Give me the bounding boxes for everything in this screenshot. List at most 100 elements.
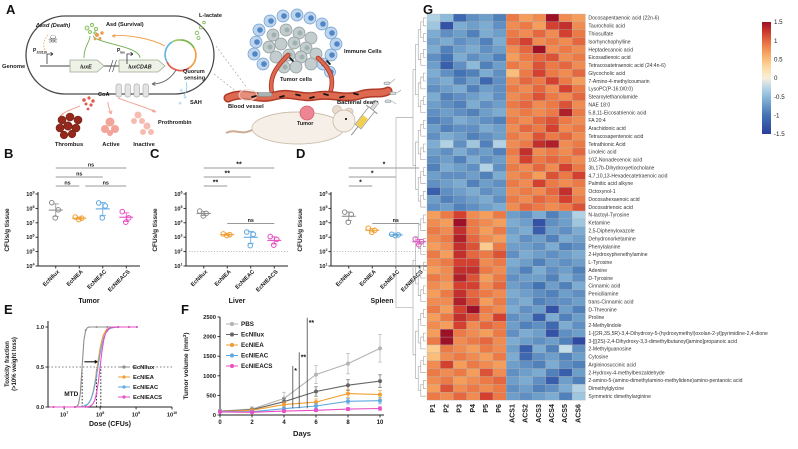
heatmap-cell [479, 281, 494, 290]
heatmap-cell [440, 37, 454, 46]
heatmap-cell [558, 29, 573, 38]
heatmap-cell [440, 53, 454, 62]
x-axis-label: Days [293, 429, 311, 438]
heatmap-cell [466, 360, 480, 369]
death-pathway-arrow [43, 33, 50, 51]
membrane-channels [115, 83, 149, 98]
legend-label: EcNIEAC [241, 353, 269, 360]
heatmap-cell [453, 21, 467, 30]
heatmap-cell [466, 305, 480, 314]
heatmap-cell [492, 392, 507, 401]
significance-label: ** [301, 354, 307, 361]
heatmap-cell [479, 258, 494, 267]
heatmap-cell [558, 155, 573, 164]
heatmap-cell [572, 116, 586, 125]
row-label: Phenylalanine [588, 244, 620, 250]
row-label: Cinnamic acid [588, 284, 620, 290]
heatmap-cell [558, 250, 573, 259]
heatmap-cell [440, 139, 454, 149]
heatmap-cell [426, 242, 441, 251]
row-label: 2-amino-5-(amino-dimethylamino-methylide… [588, 378, 742, 384]
tumor-label: Tumor [297, 121, 314, 127]
heatmap-cell [479, 344, 494, 353]
heatmap-cell [466, 392, 480, 401]
heatmap-cell [453, 226, 467, 235]
panel-g-label: G [423, 2, 434, 17]
heatmap-cell [426, 195, 441, 204]
colorbar-tick-label: -0.5 [774, 94, 785, 101]
gene-break-marks [108, 59, 117, 73]
heatmap-cell [453, 258, 467, 267]
heatmap-cell [479, 116, 494, 125]
heatmap-cell [532, 376, 546, 385]
significance-label: * [294, 368, 297, 375]
heatmap-cell [466, 45, 480, 54]
heatmap-cell [426, 266, 441, 275]
heatmap-cell [558, 61, 573, 70]
row-label: Symmetric dimethylarginine [588, 394, 651, 400]
heatmap-cell [519, 368, 533, 377]
heatmap-cell [453, 313, 467, 322]
heatmap-cell [572, 360, 586, 369]
heatmap-cell [440, 281, 454, 290]
heatmap-cell [479, 376, 494, 385]
data-point [250, 410, 254, 415]
data-point [267, 233, 274, 240]
panel-a-label: A [6, 2, 16, 17]
heatmap-cell [519, 124, 533, 133]
legend-label: EcNIEAC [133, 385, 159, 391]
heatmap-cell [440, 21, 454, 30]
heatmap-cell [545, 266, 560, 275]
heatmap-cell [440, 29, 454, 38]
row-label: Docosahexaenoic acid [588, 197, 639, 203]
heatmap-cell [572, 368, 586, 377]
heatmap-cell [558, 69, 573, 78]
axis-tick-label: 1010 [167, 411, 177, 419]
data-point [119, 208, 126, 215]
luxE-gene-label: luxE [80, 64, 92, 70]
row-label: Dehydronorketamine [588, 236, 635, 242]
heatmap-cell [572, 29, 586, 38]
heatmap-cell [466, 289, 480, 298]
bacteria-in-vessel [251, 57, 359, 99]
heatmap-cell [479, 218, 494, 227]
coagulation-arrows [59, 97, 157, 118]
heatmap-cell [519, 352, 533, 361]
heatmap-cell [466, 226, 480, 235]
heatmap-cell [453, 384, 467, 393]
heatmap-cell [572, 392, 586, 401]
data-point [218, 409, 222, 414]
heatmap-cell [558, 132, 573, 141]
data-point [348, 211, 355, 218]
heatmap-cell [572, 258, 586, 267]
vessel-magnifier [238, 89, 258, 101]
heatmap-cell [532, 226, 546, 235]
data-point [346, 361, 350, 366]
growth-curve [219, 407, 381, 413]
heatmap-cell [572, 108, 586, 117]
panel-f-label: F [181, 302, 189, 317]
heatmap-cell [479, 329, 494, 338]
heatmap-cell [492, 37, 507, 46]
heatmap-cell [558, 124, 573, 133]
heatmap-cell [545, 392, 560, 401]
axis-tick-label: 107 [26, 219, 34, 227]
heatmap-cell [426, 250, 441, 259]
heatmap-cell [479, 187, 494, 196]
curve-marker [127, 326, 130, 329]
data-point [314, 403, 318, 408]
axis-tick-label: 1500 [203, 354, 216, 360]
plux-promoter-arrow [126, 51, 134, 64]
data-point [346, 399, 350, 404]
heatmap-cell [453, 210, 467, 220]
heatmap-cell [545, 61, 560, 70]
heatmap-cell [492, 384, 507, 393]
heatmap-cell [426, 124, 441, 133]
heatmap-cell [453, 344, 467, 353]
heatmap-cell [558, 376, 573, 385]
heatmap-cell [572, 273, 586, 283]
row-label: Penicillamine [588, 292, 618, 298]
heatmap-cell [440, 171, 454, 180]
heatmap-cell [519, 384, 533, 393]
heatmap-cell [492, 124, 507, 133]
